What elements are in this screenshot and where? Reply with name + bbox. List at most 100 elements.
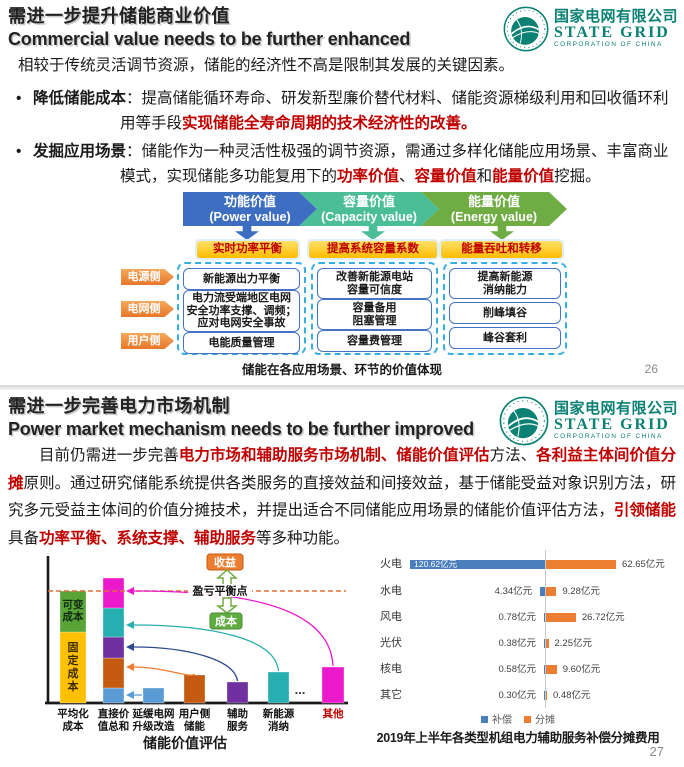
breakeven-label-bg [188, 584, 252, 597]
down-hollow-arrow-icon [215, 597, 239, 614]
function-box: 实时功率平衡 [197, 241, 298, 258]
bullet-text: 挖掘。 [554, 168, 601, 185]
flow-arrow-2: 容量价值 (Capacity value) [299, 192, 439, 226]
allocation-bar [546, 613, 576, 622]
logo-company-en: STATE GRID [553, 416, 670, 434]
value-mapping-curve [133, 646, 239, 682]
slide-title-zh: 需进一步完善电力市场机制 [8, 396, 230, 416]
bar-segment [102, 607, 125, 638]
allocation-value-label: 9.28亿元 [562, 585, 600, 597]
compensation-value-label: 0.30亿元 [498, 689, 537, 701]
bar-segment [102, 657, 125, 689]
page-number-26: 26 [644, 362, 658, 376]
slide-divider [0, 385, 684, 390]
chart-text: 延缓电网 [132, 707, 175, 720]
chart-text: 成本 [215, 614, 237, 628]
diagram-box: 提高新能源 消纳能力 [449, 268, 561, 299]
category-label: 其它 [380, 689, 402, 701]
storage-value-chart-svg: 可变成本固定成本收益盈亏平衡点成本...平均化成本直接价值总和延缓电网升级改造用… [45, 553, 348, 733]
flow-arrow-label-en: (Energy value) [450, 210, 538, 224]
bullet-text: ：提高储能循环寿命、研发新型廉价替代材料、储能资源梯级利用和回收循环利用等手段 [120, 90, 669, 132]
down-arrow-icon [490, 225, 514, 240]
bullet-dot-icon: • [16, 90, 22, 107]
bullet-label: 发掘应用场景 [33, 143, 127, 160]
function-box: 提高系统容量系数 [309, 241, 437, 258]
arrowhead-icon [126, 587, 134, 595]
chart-text: 收益 [214, 555, 236, 569]
allocation-value-label: 62.65亿元 [622, 558, 665, 570]
bullet-list: • 降低储能成本：提高储能循环寿命、研发新型廉价替代材料、储能资源梯级利用和回收循… [8, 86, 676, 192]
diagram-column-1: 新能源出力平衡 电力流受端地区电网 安全功率支撑、调频； 应对电网安全事故 电能质量管理 [177, 262, 306, 355]
diagram-box: 电力流受端地区电网 安全功率支撑、调频； 应对电网安全事故 [183, 290, 300, 332]
flow-arrow-label-zh: 功能价值 [223, 194, 276, 209]
up-hollow-arrow-icon [216, 568, 238, 587]
down-arrow-icon [361, 225, 385, 240]
flow-arrow-label-en: (Capacity value) [321, 210, 417, 224]
logo-company-zh: 国家电网有限公司 [553, 8, 678, 26]
compensation-bar [410, 560, 545, 569]
chart-text: 辅助 [227, 707, 248, 720]
compensation-bar [540, 587, 545, 596]
side-label: 电网侧 [121, 301, 174, 317]
bar-segment [226, 681, 249, 704]
bullet-dot-icon: • [16, 143, 22, 160]
category-label: 核电 [380, 663, 402, 675]
category-label: 风电 [380, 611, 402, 623]
compensation-value-label: 0.38亿元 [498, 637, 537, 649]
paragraph-text: 目前仍需进一步完善 [39, 447, 179, 464]
arrowhead-icon [126, 621, 134, 629]
bar-segment [183, 674, 206, 704]
compensation-bar [544, 639, 545, 648]
compensation-bar [544, 691, 545, 700]
storage-value-chart-title: 储能价值评估 [143, 735, 227, 751]
chart-text: 用户侧 [178, 707, 211, 720]
category-label: 火电 [380, 558, 402, 570]
slide-title-zh: 需进一步提升储能商业价值 [8, 6, 230, 26]
side-label: 用户侧 [121, 333, 174, 349]
chart-text: 可变 [63, 598, 84, 611]
bullet-text: 功率价值 [337, 168, 400, 185]
allocation-value-label: 9.60亿元 [562, 663, 601, 675]
bullet-text: 容量价值 [414, 168, 477, 185]
bar-segment [102, 687, 125, 704]
bar-segment [102, 636, 125, 659]
paragraph-text: 方法、 [489, 447, 537, 464]
chart-text: 消纳 [268, 720, 289, 733]
flow-arrow-label-zh: 容量价值 [342, 194, 395, 209]
flow-arrow-3: 能量价值 (Energy value) [421, 192, 567, 226]
logo-company-sub: CORPORATION OF CHINA [553, 432, 663, 440]
bullet-text: 、 [399, 168, 415, 185]
compensation-value-label: 120.62亿元 [414, 559, 458, 569]
flow-arrow-label-en: (Power value) [209, 210, 291, 224]
paragraph-text: 功率平衡、系统支撑、辅助服务 [39, 529, 257, 547]
bullet-item: • 降低储能成本：提高储能循环寿命、研发新型廉价替代材料、储能资源梯级利用和回收循… [8, 86, 676, 136]
legend-item: 补偿 [481, 711, 512, 726]
slide-title-en: Commercial value needs to be further enh… [8, 29, 411, 49]
allocation-value-label: 2.25亿元 [554, 637, 593, 649]
bar-segment [102, 577, 125, 609]
allocation-value-label: 0.48亿元 [553, 689, 591, 701]
bullet-label: 降低储能成本 [33, 90, 127, 107]
profit-box [206, 553, 244, 571]
diagram-column-3: 提高新能源 消纳能力 削峰填谷 峰谷套利 [443, 262, 567, 355]
logo-company-zh: 国家电网有限公司 [553, 400, 678, 418]
allocation-bar [546, 639, 549, 648]
diagram-box: 容量费管理 [317, 330, 432, 352]
allocation-bar [546, 665, 557, 674]
chart-text: 服务 [227, 720, 248, 733]
paragraph-text: 原则。通过研究储能系统提供各类服务的直接效益和间接效益，基于储能受益对象识别方法… [8, 474, 676, 520]
chart-text: ... [295, 682, 306, 697]
bar-segment [59, 590, 87, 633]
logo-text: 国家电网有限公司 STATE GRID CORPORATION OF CHINA [554, 401, 678, 440]
chart-text: 其他 [323, 707, 344, 720]
bar-segment [59, 631, 87, 704]
diagram-box: 削峰填谷 [449, 302, 561, 324]
value-mapping-curve [133, 590, 334, 667]
diagram-box: 容量备用 阻塞管理 [317, 299, 432, 330]
compensation-bar [544, 613, 545, 622]
flow-arrow-label-zh: 能量价值 [467, 194, 520, 209]
bar-segment [321, 666, 345, 704]
diagram-caption: 储能在各应用场景、环节的价值体现 [241, 363, 442, 377]
state-grid-emblem-icon [503, 6, 549, 52]
compensation-bar [544, 665, 545, 674]
